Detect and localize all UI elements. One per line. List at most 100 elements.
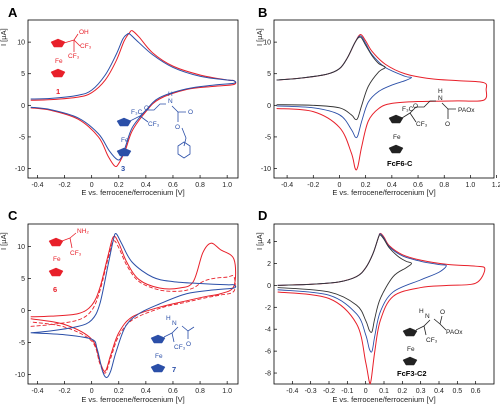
x-tick-label: 0.8 <box>195 182 205 189</box>
y-tick-label: 10 <box>263 40 271 47</box>
y-tick-label: -8 <box>265 371 271 378</box>
y-tick-label: -10 <box>15 372 25 379</box>
axis-ticks: -0.4 -0.2 0 0.2 0.4 0.6 0.8 1.0 -10 -5 0 5 10 <box>15 244 232 395</box>
fe-atom: Fe <box>121 137 129 144</box>
y-tick-label: -4 <box>265 327 271 334</box>
cyclopentadienyl-ring <box>150 334 166 344</box>
x-tick-label: 0.2 <box>361 182 371 189</box>
cv-series-line <box>276 35 412 139</box>
cv-series-line <box>277 234 412 333</box>
x-axis-label: E vs. ferrocene/ferrocenium [V] <box>332 395 435 404</box>
panel-d: D -0.4 -0.3 -0.2 -0.1 0 0.1 0.2 0.3 0.4 0.5 0.6-8-… <box>255 208 495 404</box>
y-tick-label: -5 <box>19 134 25 141</box>
x-tick-label: -0.4 <box>31 388 43 395</box>
x-tick-label: 0.3 <box>416 388 426 395</box>
x-tick-label: -0.3 <box>305 388 317 395</box>
x-tick-label: 0 <box>364 388 368 395</box>
svg-text:PAOx: PAOx <box>458 107 475 114</box>
x-tick-label: 0 <box>90 182 94 189</box>
svg-text:H: H <box>166 315 171 322</box>
cyclopentadienyl-ring <box>116 147 132 157</box>
y-tick-label: 5 <box>21 276 25 283</box>
svg-text:H: H <box>419 308 424 315</box>
cyclopentadienyl-ring <box>116 117 132 127</box>
structure-fcf6-c: Fe O N H O PAOx CF₃ F₃C FcF6-C <box>387 88 475 168</box>
compound-label-fcf3-c2: FcF3-C2 <box>397 369 427 378</box>
y-tick-label: -5 <box>19 340 25 347</box>
y-tick-label: 10 <box>17 244 25 251</box>
x-tick-label: 0.8 <box>195 388 205 395</box>
svg-text:CF₃: CF₃ <box>426 337 438 344</box>
svg-text:CF₃: CF₃ <box>70 250 82 257</box>
cyclopentadienyl-ring <box>402 327 418 337</box>
svg-text:CF₃: CF₃ <box>148 121 160 128</box>
compound-label-7: 7 <box>172 365 176 374</box>
benzene-ring <box>177 141 191 159</box>
axis-ticks: -0.4 -0.2 0 0.2 0.4 0.6 0.8 1.0 -10 -5 0 5 10 <box>15 40 232 189</box>
y-tick-label: 10 <box>17 40 25 47</box>
svg-text:N: N <box>172 320 177 327</box>
x-tick-label: 0.5 <box>452 388 462 395</box>
cv-curves <box>30 29 237 168</box>
cv-series-line <box>276 36 386 121</box>
x-tick-label: 0.8 <box>439 182 449 189</box>
y-tick-label: 0 <box>267 103 271 110</box>
y-tick-label: 5 <box>21 71 25 78</box>
compound-label-3: 3 <box>121 164 125 173</box>
cyclopentadienyl-ring <box>402 356 418 366</box>
y-tick-label: -10 <box>261 166 271 173</box>
cv-series-line <box>276 34 488 171</box>
svg-text:H: H <box>438 88 443 95</box>
x-tick-label: 0.4 <box>387 182 397 189</box>
x-tick-label: -0.2 <box>59 388 71 395</box>
panel-c: C -0.4 -0.2 0 0.2 0.4 0.6 0.8 1.0 -10 -5 0 5 10 Fe N… <box>0 208 239 404</box>
cv-series-line <box>277 233 447 353</box>
x-tick-label: -0.2 <box>323 388 335 395</box>
x-tick-label: 1.0 <box>222 182 232 189</box>
x-tick-label: -0.4 <box>281 182 293 189</box>
cyclopentadienyl-ring <box>388 114 404 124</box>
cyclopentadienyl-ring <box>48 267 64 277</box>
svg-text:O: O <box>445 121 450 128</box>
axis-ticks: -0.4 -0.2 0 0.2 0.4 0.6 0.8 1.0 1.2 -10 -5 0 5 10 <box>261 40 500 189</box>
y-axis-label: I [µA] <box>0 232 8 250</box>
x-tick-label: -0.4 <box>286 388 298 395</box>
svg-text:CF₃: CF₃ <box>416 121 428 128</box>
cyclopentadienyl-ring <box>150 363 166 373</box>
x-axis-label: E vs. ferrocene/ferrocenium [V] <box>332 188 435 197</box>
x-tick-label: 0 <box>90 388 94 395</box>
svg-text:O: O <box>188 109 193 116</box>
panel-a: A -0.4 -0.2 0 0.2 0.4 0.6 0.8 1.0 -10 -5 0 5 10 Fe O… <box>0 5 239 197</box>
fe-atom: Fe <box>155 353 163 360</box>
panel-letter-b: B <box>258 5 267 20</box>
cv-series-line <box>30 32 237 161</box>
x-tick-label: 0.6 <box>413 182 423 189</box>
plot-frame <box>27 19 239 179</box>
y-axis-label: I [µA] <box>0 28 8 46</box>
x-tick-label: 0.2 <box>114 388 124 395</box>
svg-text:O: O <box>413 103 418 110</box>
x-tick-label: 0.1 <box>379 388 389 395</box>
svg-text:O: O <box>144 105 149 112</box>
svg-text:H: H <box>168 91 173 98</box>
x-tick-label: 0.4 <box>434 388 444 395</box>
cyclopentadienyl-ring <box>50 68 66 78</box>
svg-text:N: N <box>425 313 430 320</box>
x-tick-label: 0.6 <box>471 388 481 395</box>
y-axis-label: I [µA] <box>255 232 264 250</box>
x-tick-label: 0 <box>338 182 342 189</box>
svg-text:O: O <box>186 341 191 348</box>
cyclopentadienyl-ring <box>388 144 404 154</box>
x-tick-label: 0.2 <box>114 182 124 189</box>
cf3-group: CF₃ <box>80 43 92 50</box>
svg-text:CF₃: CF₃ <box>174 344 186 351</box>
structure-fcf3-c2: Fe N H O PAOx CF₃ FcF3-C2 <box>397 308 463 378</box>
cyclopentadienyl-ring <box>48 237 64 247</box>
compound-label-6: 6 <box>53 285 57 294</box>
svg-text:PAOx: PAOx <box>446 329 463 336</box>
svg-text:N: N <box>168 98 173 105</box>
panel-letter-a: A <box>8 5 18 20</box>
x-tick-label: 0.2 <box>397 388 407 395</box>
compound-label-1: 1 <box>56 87 60 96</box>
